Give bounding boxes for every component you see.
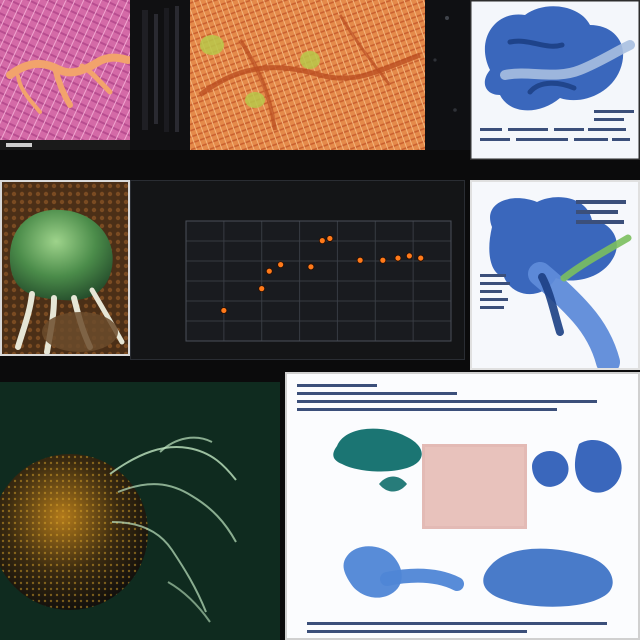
chart-grid	[185, 220, 452, 342]
chart-point	[417, 254, 425, 262]
chart-point	[277, 261, 285, 269]
panel-bottom-right	[285, 372, 640, 640]
blue-organ-diagram	[470, 0, 640, 160]
panel-top-divider	[130, 0, 190, 150]
chart-point	[307, 263, 315, 271]
chart-point	[220, 307, 228, 314]
scatter-chart	[185, 220, 452, 342]
blue-anatomy-diagram	[472, 182, 638, 368]
chart-point	[318, 237, 326, 245]
chart-point	[394, 254, 402, 262]
panel-mid-left	[0, 180, 130, 356]
panel-mid-middle	[130, 180, 465, 360]
tissue-pink-illustration	[0, 0, 130, 150]
panel-top-middle	[190, 0, 425, 150]
chart-point	[265, 267, 273, 275]
chart-point	[326, 235, 334, 242]
chart-point	[258, 285, 266, 293]
green-specimen-illustration	[2, 182, 128, 354]
panel-top-right	[470, 0, 640, 160]
side-caption-strip	[142, 6, 179, 132]
panel-mid-right	[470, 180, 640, 370]
chart-points	[220, 235, 425, 314]
chart-point	[405, 252, 413, 260]
panel-bottom-left	[0, 382, 280, 640]
panel-top-left	[0, 0, 130, 150]
tissue-orange-illustration	[190, 0, 425, 150]
green-structure-illustration	[0, 382, 280, 640]
chart-axes-frame	[185, 220, 452, 342]
anatomy-reference-sheet	[287, 374, 638, 638]
chart-point	[379, 256, 387, 264]
panel-top-gap	[425, 0, 470, 150]
chart-point	[356, 256, 364, 264]
dark-divider	[425, 0, 470, 150]
